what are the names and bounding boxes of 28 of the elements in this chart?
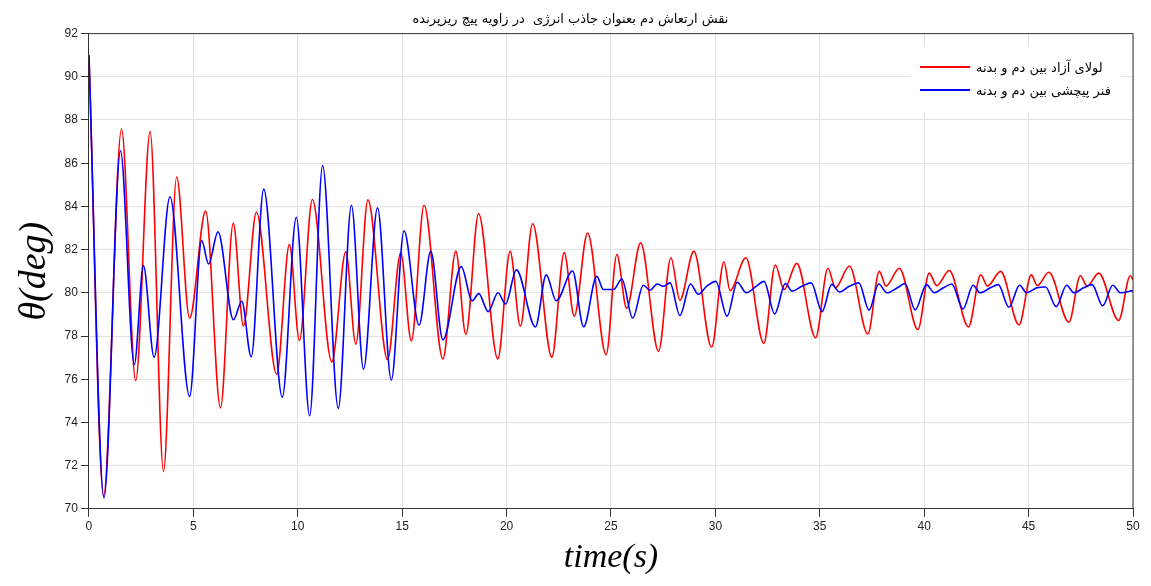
y-tick-label: 78 xyxy=(64,328,79,343)
y-axis-title: θ(deg) xyxy=(10,221,54,321)
x-axis-title: time(s) xyxy=(563,536,659,575)
x-tick-label: 20 xyxy=(499,519,514,534)
y-tick-label: 92 xyxy=(64,25,79,40)
x-tick-label: 0 xyxy=(85,519,93,534)
x-tick-label: 15 xyxy=(395,519,410,534)
x-tick-label: 40 xyxy=(917,519,932,534)
legend-label: لولای آزاد بین دم و بدنه xyxy=(976,59,1103,75)
y-tick-label: 84 xyxy=(64,198,79,213)
y-tick-label: 82 xyxy=(64,241,79,256)
x-tick-label: 45 xyxy=(1021,519,1036,534)
x-tick-label: 30 xyxy=(708,519,723,534)
y-tick-label: 80 xyxy=(64,285,79,300)
y-tick-label: 76 xyxy=(64,371,79,386)
y-tick-label: 72 xyxy=(64,457,79,472)
y-tick-label: 90 xyxy=(64,69,79,84)
x-tick-label: 10 xyxy=(291,519,305,534)
x-tick-label: 5 xyxy=(190,519,198,534)
y-tick-label: 86 xyxy=(64,155,79,170)
x-tick-label: 25 xyxy=(604,519,618,534)
chart-title: نقش ارتعاش دم بعنوان جاذب انرژی در زاویه پیچ ریزپرنده xyxy=(412,11,729,28)
y-tick-label: 74 xyxy=(64,414,79,429)
legend-label: فنر پیچشی بین دم و بدنه xyxy=(976,82,1111,98)
x-tick-label: 35 xyxy=(813,519,827,534)
x-tick-label: 50 xyxy=(1126,519,1140,534)
y-tick-label: 88 xyxy=(64,112,79,127)
y-tick-label: 70 xyxy=(64,501,79,516)
